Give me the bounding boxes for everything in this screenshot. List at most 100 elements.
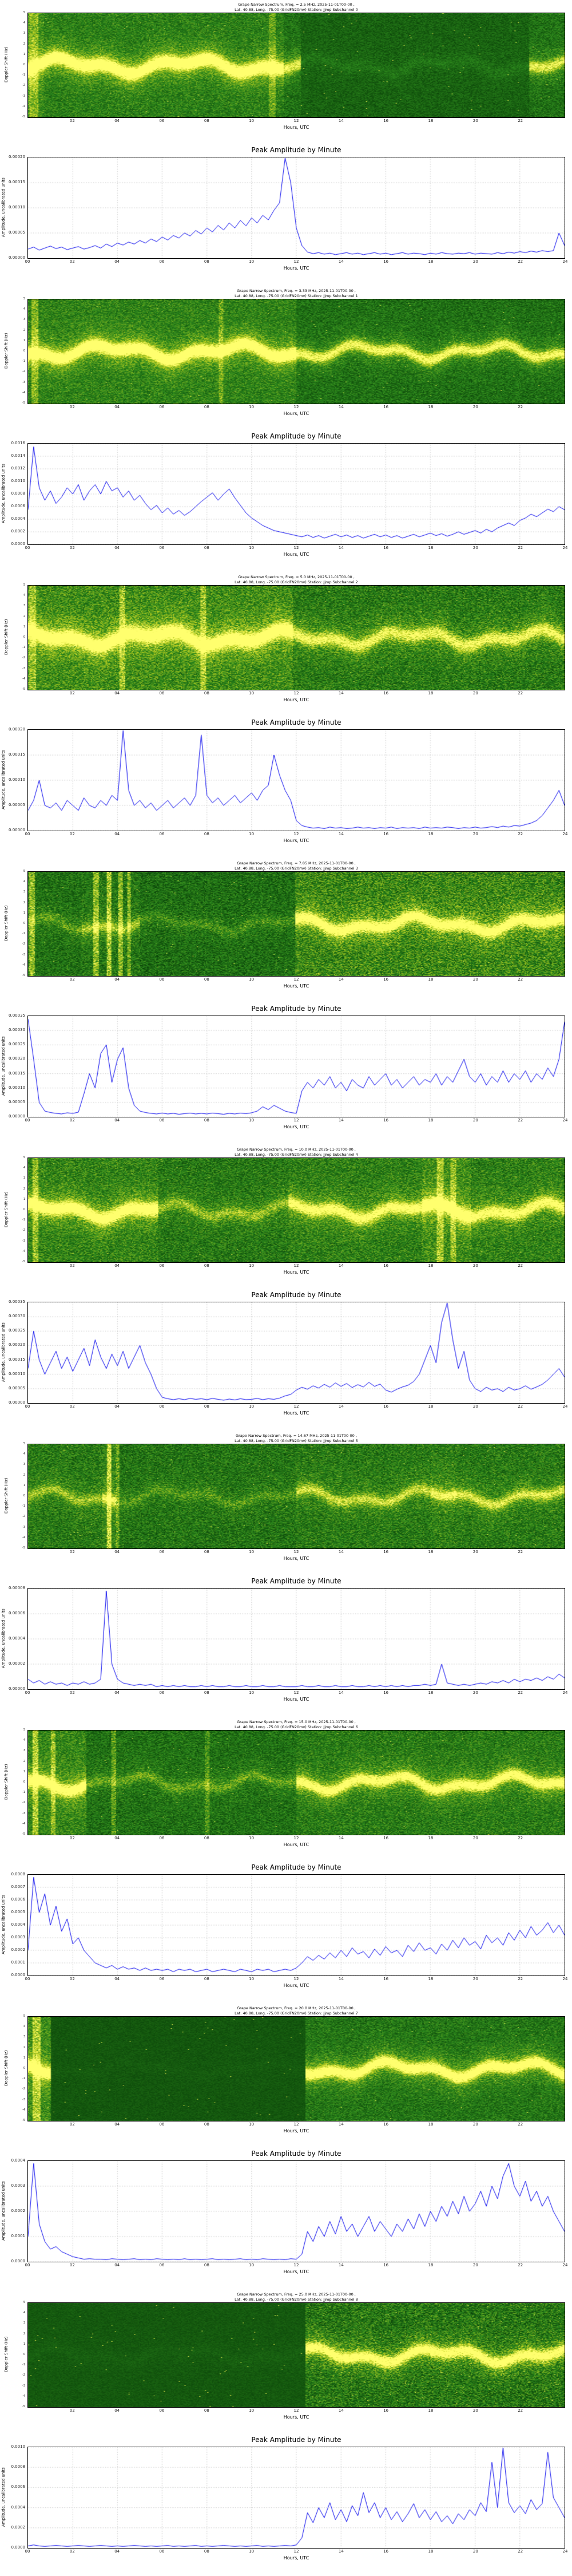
spectrogram-y-axis-label: Doppler Shift (Hz) (4, 2336, 9, 2373)
x-tick-label: 02 (69, 2122, 75, 2127)
y-tick-label: 0.0000 (11, 1973, 26, 1977)
spectrogram-plot-area (27, 585, 565, 690)
x-tick-label: 10 (249, 832, 255, 836)
spectrogram-plot-area (27, 2302, 565, 2408)
x-tick-label: 16 (383, 1977, 389, 1981)
x-tick-label: 14 (338, 259, 344, 264)
x-tick-label: 12 (293, 2408, 299, 2413)
x-tick-label: 20 (472, 546, 478, 550)
x-tick-label: 08 (204, 1550, 209, 1554)
amplitude-y-ticks: 0.0000 0.0002 0.0004 0.0006 0.0008 0.0010 (1, 2444, 26, 2550)
spectrogram-x-axis-label: Hours, UTC (283, 1842, 309, 1847)
x-tick-label: 12 (293, 1977, 299, 1981)
amplitude-panel: Peak Amplitude by Minute Amplitude, unca… (0, 1860, 572, 2004)
x-tick-label: 14 (338, 1550, 344, 1554)
y-tick-label: 1 (23, 2342, 25, 2346)
y-tick-label: 0.00000 (9, 1114, 25, 1119)
y-tick-label: -5 (22, 401, 25, 405)
x-tick-label: 06 (159, 1977, 165, 1981)
amplitude-y-ticks: 0.0000 0.0001 0.0002 0.0003 0.0004 0.0005 0.00… (1, 1872, 26, 1977)
x-tick-label: 00 (25, 546, 30, 550)
channel-section: Grape Narrow Spectrum, Freq. ≈ 15.0 MHz,… (0, 1717, 572, 2004)
channel-section: Grape Narrow Spectrum, Freq. ≈ 7.85 MHz,… (0, 859, 572, 1145)
y-tick-label: 4 (23, 2311, 25, 2315)
x-tick-label: 06 (159, 259, 165, 264)
x-tick-label: 22 (518, 2408, 523, 2413)
y-tick-label: 0.00000 (9, 1686, 25, 1691)
spectrogram-y-axis-label: Doppler Shift (Hz) (4, 2050, 9, 2087)
x-tick-label: 16 (383, 2408, 389, 2413)
spectrogram-panel: Grape Narrow Spectrum, Freq. ≈ 10.0 MHz,… (0, 1145, 572, 1288)
x-tick-label: 18 (428, 1263, 434, 1268)
y-tick-label: 0.00005 (9, 230, 25, 235)
y-tick-label: -5 (22, 1546, 25, 1550)
x-tick-label: 22 (518, 259, 523, 264)
x-tick-label: 22 (518, 118, 523, 123)
y-tick-label: -5 (22, 688, 25, 691)
amplitude-y-ticks: 0.00000 0.00005 0.00010 0.00015 0.00020 0.000… (1, 1299, 26, 1405)
x-tick-label: 16 (383, 1836, 389, 1840)
spectrogram-panel: Grape Narrow Spectrum, Freq. ≈ 14.67 MHz… (0, 1431, 572, 1574)
x-tick-label: 04 (114, 259, 120, 264)
amplitude-x-ticks: 00 02 04 06 08 10 12 14 16 18 20 22 24 (25, 1690, 568, 1696)
channel-section: Grape Narrow Spectrum, Freq. ≈ 3.33 MHz,… (0, 286, 572, 572)
x-tick-label: 16 (383, 832, 389, 836)
amplitude-x-ticks: 00 02 04 06 08 10 12 14 16 18 20 22 24 (25, 2549, 568, 2554)
x-tick-label: 08 (204, 2549, 209, 2554)
y-tick-label: 0.0002 (11, 1947, 26, 1952)
y-tick-label: 2 (23, 614, 25, 618)
spectrogram-title: Grape Narrow Spectrum, Freq. ≈ 5.0 MHz, … (27, 575, 565, 586)
x-tick-label: 02 (69, 259, 75, 264)
amplitude-plot-area (27, 1302, 565, 1404)
x-tick-label: 02 (69, 1263, 75, 1268)
spectrogram-title-line2: Lat. 40.88, Long. -75.00 (GridFN20mv) St… (235, 1725, 358, 1730)
spectrogram-y-axis-label: Doppler Shift (Hz) (4, 619, 9, 655)
x-tick-label: 00 (25, 2549, 30, 2554)
y-tick-label: 0.00010 (9, 1371, 25, 1376)
x-tick-label: 04 (114, 405, 120, 409)
y-tick-label: -3 (22, 1525, 25, 1529)
x-tick-label: 04 (114, 691, 120, 696)
x-tick-label: 12 (293, 832, 299, 836)
y-tick-label: 0 (23, 922, 25, 925)
amplitude-plot-area (27, 1874, 565, 1976)
x-tick-label: 22 (518, 832, 523, 836)
y-tick-label: 0 (23, 1208, 25, 1211)
spectrogram-x-axis-label: Hours, UTC (283, 2128, 309, 2134)
y-tick-label: 0.0000 (11, 542, 26, 546)
y-tick-label: 2 (23, 328, 25, 332)
y-tick-label: 1 (23, 2056, 25, 2060)
x-tick-label: 12 (293, 546, 299, 550)
x-tick-label: 20 (472, 2263, 478, 2267)
x-tick-label: 08 (204, 1690, 209, 1695)
y-tick-label: 2 (23, 1473, 25, 1477)
amplitude-panel: Peak Amplitude by Minute Amplitude, unca… (0, 429, 572, 572)
y-tick-label: 0.00020 (9, 1342, 25, 1348)
y-tick-label: 4 (23, 594, 25, 598)
x-tick-label: 22 (518, 1118, 523, 1123)
x-tick-label: 20 (472, 2549, 478, 2554)
spectrogram-plot-area (27, 1157, 565, 1263)
y-tick-label: 0.00020 (9, 1056, 25, 1061)
x-tick-label: 22 (518, 1977, 523, 1981)
x-tick-label: 24 (562, 1690, 568, 1695)
x-tick-label: 00 (25, 1404, 30, 1409)
x-tick-label: 14 (338, 1263, 344, 1268)
x-tick-label: 04 (114, 1263, 120, 1268)
x-tick-label: 14 (338, 405, 344, 409)
y-tick-label: -2 (22, 2087, 25, 2091)
y-tick-label: 0.0002 (11, 529, 26, 534)
x-tick-label: 16 (383, 1118, 389, 1123)
spectrogram-title-line2: Lat. 40.88, Long. -75.00 (GridFN20mv) St… (235, 580, 358, 585)
x-tick-label: 10 (249, 546, 255, 550)
spectrogram-x-ticks: 02 04 06 08 10 12 14 16 18 20 22 (27, 977, 565, 982)
x-tick-label: 04 (114, 1690, 120, 1695)
x-tick-label: 16 (383, 977, 389, 982)
x-tick-label: 24 (562, 546, 568, 550)
amplitude-title: Peak Amplitude by Minute (251, 1005, 341, 1013)
amplitude-canvas (28, 1016, 565, 1117)
amplitude-canvas (28, 1302, 565, 1403)
x-tick-label: 20 (472, 1977, 478, 1981)
y-tick-label: 0.0008 (11, 2464, 26, 2470)
y-tick-label: 4 (23, 2025, 25, 2029)
